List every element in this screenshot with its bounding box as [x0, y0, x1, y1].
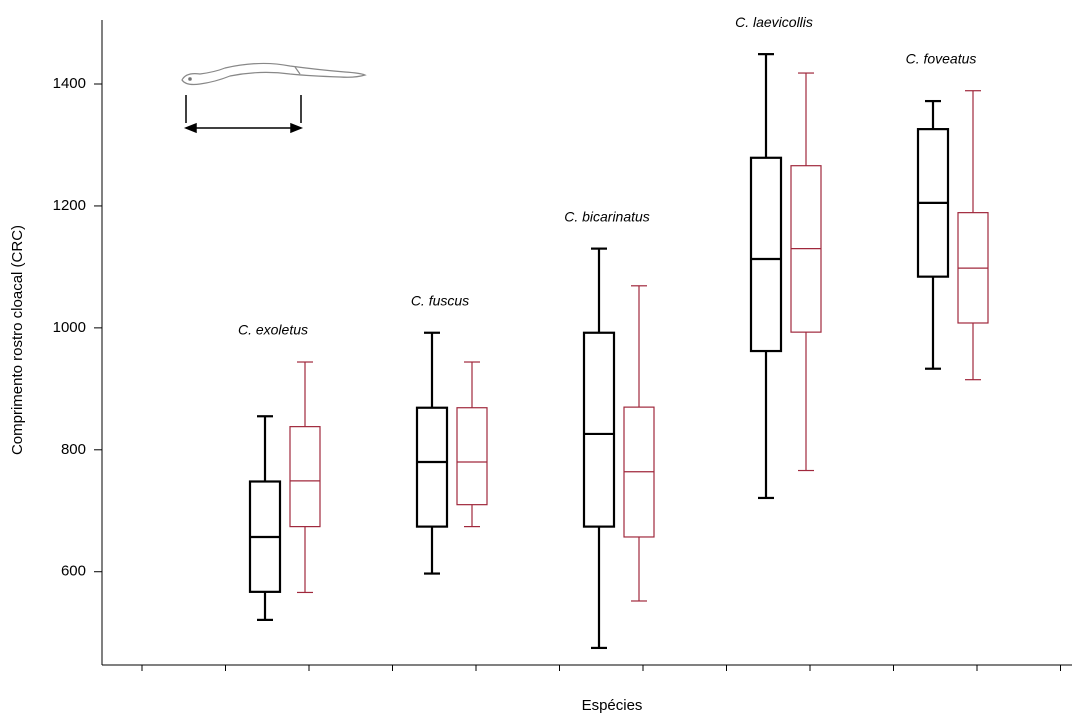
box: [289, 426, 321, 528]
box: [582, 331, 616, 528]
species-label: C. laevicollis: [735, 14, 813, 30]
box: [749, 156, 783, 353]
species-label: C. foveatus: [906, 50, 977, 66]
y-tick-label: 1400: [53, 75, 86, 92]
box: [415, 406, 449, 528]
y-tick-label: 1000: [53, 319, 86, 336]
length-indicator: [183, 95, 304, 134]
box: [456, 407, 488, 506]
species-label: C. bicarinatus: [564, 208, 650, 224]
species-label: C. fuscus: [411, 292, 469, 308]
x-axis-label: Espécies: [582, 697, 643, 714]
y-tick-label: 600: [61, 563, 86, 580]
y-tick-label: 800: [61, 441, 86, 458]
y-axis-label: Comprimento rostro cloacal (CRC): [9, 225, 26, 455]
species-label: C. exoletus: [238, 322, 308, 338]
y-tick-label: 1200: [53, 197, 86, 214]
eel-icon: [181, 62, 367, 86]
